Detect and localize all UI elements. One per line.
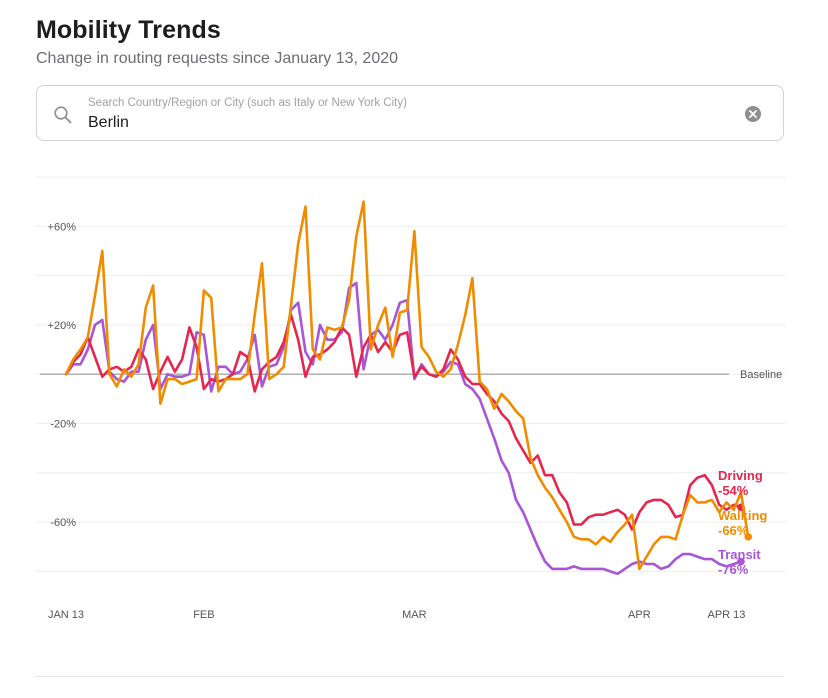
- series-end-labels: Driving-54% Walking-66% Transit-76%: [718, 468, 767, 577]
- x-tick-label: MAR: [402, 609, 427, 621]
- series-value-driving: -54%: [718, 483, 749, 498]
- y-tick-label: +60%: [48, 221, 77, 233]
- baseline: Baseline: [40, 369, 782, 381]
- x-tick-label: APR 13: [707, 609, 745, 621]
- x-tick-label: FEB: [193, 609, 214, 621]
- y-tick-label: +20%: [48, 320, 77, 332]
- page-title: Mobility Trends: [36, 16, 221, 44]
- series-value-transit: -76%: [718, 562, 749, 577]
- y-tick-label: -20%: [50, 418, 76, 430]
- series-line-walking: [64, 200, 750, 571]
- series-line-driving: [64, 313, 743, 531]
- y-tick-label: -60%: [50, 517, 76, 529]
- series-name-walking: Walking: [718, 508, 767, 523]
- x-tick-label: APR: [628, 609, 651, 621]
- series-value-walking: -66%: [718, 523, 749, 538]
- x-axis-ticks: JAN 13 FEB MAR APR APR 13: [48, 609, 745, 621]
- bottom-divider: [36, 676, 784, 677]
- search-placeholder: Search Country/Region or City (such as I…: [88, 97, 407, 109]
- clear-circle-icon[interactable]: [744, 105, 762, 123]
- page-subtitle: Change in routing requests since January…: [36, 50, 399, 67]
- series-end-dot-walking: [744, 533, 753, 541]
- series-line-transit: [64, 281, 743, 576]
- series-name-transit: Transit: [718, 547, 761, 562]
- search-field[interactable]: Search Country/Region or City (such as I…: [36, 85, 784, 141]
- x-tick-label: JAN 13: [48, 609, 84, 621]
- search-icon: [54, 106, 72, 124]
- series-end-dot-transit: [737, 557, 745, 566]
- search-input[interactable]: Berlin: [88, 114, 129, 131]
- baseline-label: Baseline: [740, 369, 782, 381]
- series-name-driving: Driving: [718, 468, 763, 483]
- y-axis-ticks: +60% +20% -20% -60%: [48, 221, 77, 529]
- mobility-line-chart: +60% +20% -20% -60% JAN 13 FEB MAR APR APR 13 B…: [36, 176, 786, 621]
- gridlines: [36, 176, 786, 572]
- series-lines: [64, 200, 753, 576]
